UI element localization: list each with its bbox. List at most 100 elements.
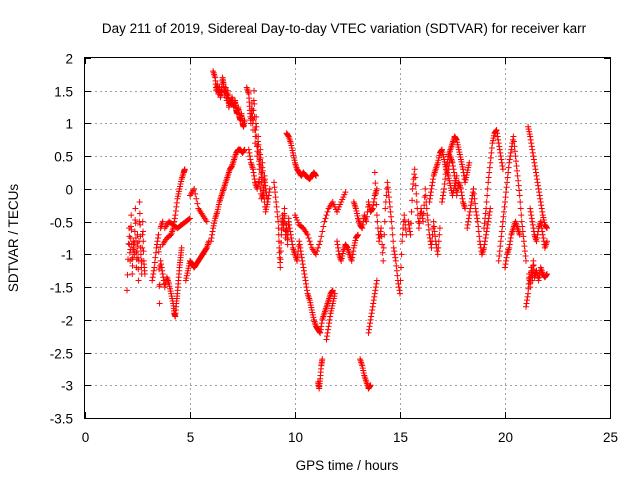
data-point-marker [495, 257, 502, 264]
data-point-marker [272, 194, 279, 201]
data-point-marker [464, 225, 471, 232]
data-point-marker [381, 218, 388, 225]
data-point-marker [535, 182, 542, 189]
data-point-marker [388, 213, 395, 220]
data-point-marker [415, 225, 422, 232]
data-point-marker [514, 172, 521, 179]
data-point-marker [363, 213, 370, 220]
data-point-marker [535, 277, 542, 284]
y-tick-label: -2.5 [50, 347, 73, 362]
data-point-marker [484, 185, 491, 192]
data-point-marker [317, 326, 324, 333]
data-point-marker [365, 329, 372, 336]
data-point-marker [530, 225, 537, 232]
data-point-marker [155, 248, 162, 255]
data-point-marker [208, 235, 215, 241]
data-point-marker [252, 127, 259, 133]
data-point-marker [486, 169, 493, 176]
data-point-marker [398, 251, 405, 258]
data-point-marker [538, 205, 545, 212]
data-point-marker [281, 212, 288, 219]
data-point-marker [140, 228, 147, 235]
data-point-marker [312, 172, 319, 178]
data-point-marker [363, 218, 370, 225]
data-point-marker [459, 195, 466, 202]
data-point-marker [462, 205, 469, 212]
x-tick-label: 15 [393, 430, 408, 445]
data-point-marker [273, 199, 280, 205]
data-point-marker [519, 223, 526, 230]
data-point-marker [499, 223, 506, 230]
data-point-marker [529, 146, 536, 153]
data-point-marker [396, 287, 403, 294]
data-point-marker [325, 323, 332, 330]
data-point-marker [331, 290, 338, 297]
data-point-marker [318, 320, 325, 327]
data-point-marker [259, 159, 266, 166]
data-point-marker [359, 225, 366, 232]
data-point-marker [313, 251, 319, 258]
data-point-marker [500, 208, 507, 215]
data-point-marker [538, 225, 545, 232]
data-point-marker [348, 257, 355, 264]
data-point-marker [326, 320, 333, 327]
data-point-marker [250, 117, 257, 124]
data-point-marker [158, 264, 165, 271]
data-point-marker [428, 185, 435, 192]
data-point-marker [151, 264, 158, 271]
data-point-marker [391, 251, 398, 258]
data-point-marker [300, 264, 307, 271]
data-point-marker [367, 316, 374, 323]
data-point-marker [247, 156, 254, 163]
data-point-marker [317, 329, 324, 336]
data-point-marker [505, 169, 512, 176]
data-point-marker [324, 333, 331, 340]
data-point-marker [266, 189, 273, 196]
axis-ticks [85, 58, 611, 419]
data-point-marker [429, 179, 436, 186]
data-point-marker [458, 189, 465, 196]
data-point-marker [261, 194, 268, 201]
data-point-marker [329, 287, 336, 294]
data-point-marker [388, 218, 395, 225]
chart-title: Day 211 of 2019, Sidereal Day-to-day VTE… [102, 21, 587, 36]
data-point-marker [406, 228, 413, 235]
data-point-marker [132, 217, 139, 223]
data-point-marker [373, 277, 380, 284]
data-point-marker [502, 261, 509, 268]
data-point-marker [487, 154, 494, 161]
data-point-marker [434, 251, 441, 258]
data-point-marker [536, 274, 543, 281]
y-axis-label: SDTVAR / TECUs [6, 184, 21, 293]
data-point-marker [355, 231, 361, 238]
data-point-marker [496, 143, 503, 150]
data-point-marker [486, 208, 493, 215]
data-point-marker [278, 239, 285, 246]
data-point-marker [395, 280, 402, 287]
data-point-marker [335, 244, 342, 251]
data-point-marker [513, 163, 520, 169]
data-point-marker [265, 195, 272, 202]
data-point-marker [281, 205, 288, 212]
data-point-marker [506, 244, 513, 251]
data-point-marker [318, 323, 325, 330]
data-point-marker [272, 189, 279, 196]
data-point-marker [401, 212, 408, 219]
data-point-marker [384, 184, 391, 191]
data-point-marker [287, 231, 294, 238]
data-point-marker [495, 140, 502, 147]
data-point-marker [508, 146, 515, 153]
data-point-marker [543, 271, 550, 278]
data-point-marker [135, 254, 142, 261]
data-point-marker [484, 192, 491, 199]
data-point-marker [419, 215, 426, 222]
data-point-marker [538, 202, 545, 209]
data-point-marker [537, 199, 544, 205]
data-point-marker [158, 261, 165, 268]
data-point-marker [499, 166, 506, 173]
data-point-marker [536, 192, 543, 199]
data-point-marker [466, 208, 473, 215]
data-point-marker [440, 189, 447, 196]
data-point-marker [527, 205, 534, 212]
data-point-marker [397, 277, 404, 284]
